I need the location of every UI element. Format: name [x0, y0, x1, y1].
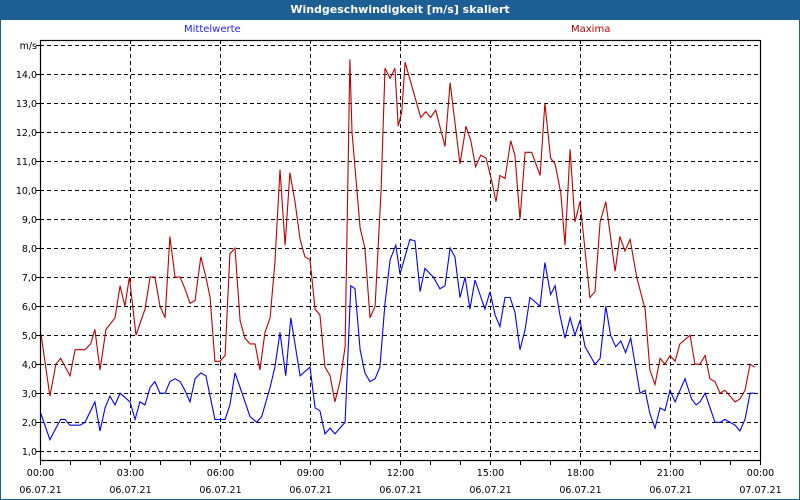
window-title: Windgeschwindigkeit [m/s] skaliert: [0, 0, 800, 20]
y-tick-label: 11,0: [16, 157, 37, 168]
y-tick-label: 4,0: [22, 360, 37, 371]
legend-maxima: Maxima: [571, 24, 611, 35]
x-tick-date: 06.07.21: [289, 485, 331, 496]
y-tick-label: 1,0: [22, 447, 37, 458]
legend-mittelwerte: Mittelwerte: [184, 24, 241, 35]
x-tick-time: 09:00: [297, 468, 324, 479]
y-tick-label: 13,0: [16, 99, 37, 110]
series-line-mittelwerte: [40, 238, 755, 442]
x-tick-time: 06:00: [207, 468, 234, 479]
series-line-maxima: [40, 59, 756, 403]
y-tick-label: 10,0: [16, 186, 37, 197]
y-tick-label: m/s: [20, 41, 37, 52]
x-tick-time: 21:00: [657, 468, 684, 479]
x-tick-time: 18:00: [567, 468, 594, 479]
plot-frame: [39, 39, 762, 462]
x-tick-date: 06.07.21: [109, 485, 151, 496]
x-tick-date: 06.07.21: [649, 485, 691, 496]
x-tick-time: 00:00: [27, 468, 54, 479]
x-tick-date: 06.07.21: [19, 485, 61, 496]
x-tick-date: 07.07.21: [739, 485, 781, 496]
y-tick-label: 14,0: [16, 70, 37, 81]
x-tick-time: 00:00: [747, 468, 774, 479]
y-tick-label: 12,0: [16, 128, 37, 139]
y-tick-label: 3,0: [22, 389, 37, 400]
x-tick-time: 15:00: [477, 468, 504, 479]
x-tick-date: 06.07.21: [379, 485, 421, 496]
y-tick-label: 9,0: [22, 215, 37, 226]
y-tick-label: 7,0: [22, 273, 37, 284]
y-tick-label: 8,0: [22, 244, 37, 255]
series-maxima: [40, 59, 756, 403]
y-tick-label: 5,0: [22, 331, 37, 342]
x-tick-date: 06.07.21: [199, 485, 241, 496]
y-tick-label: 6,0: [22, 302, 37, 313]
y-tick-label: 2,0: [22, 418, 37, 429]
x-tick-date: 06.07.21: [559, 485, 601, 496]
x-tick-date: 06.07.21: [469, 485, 511, 496]
x-tick-time: 12:00: [387, 468, 414, 479]
series-mittelwerte: [40, 238, 755, 442]
x-tick-time: 03:00: [117, 468, 144, 479]
